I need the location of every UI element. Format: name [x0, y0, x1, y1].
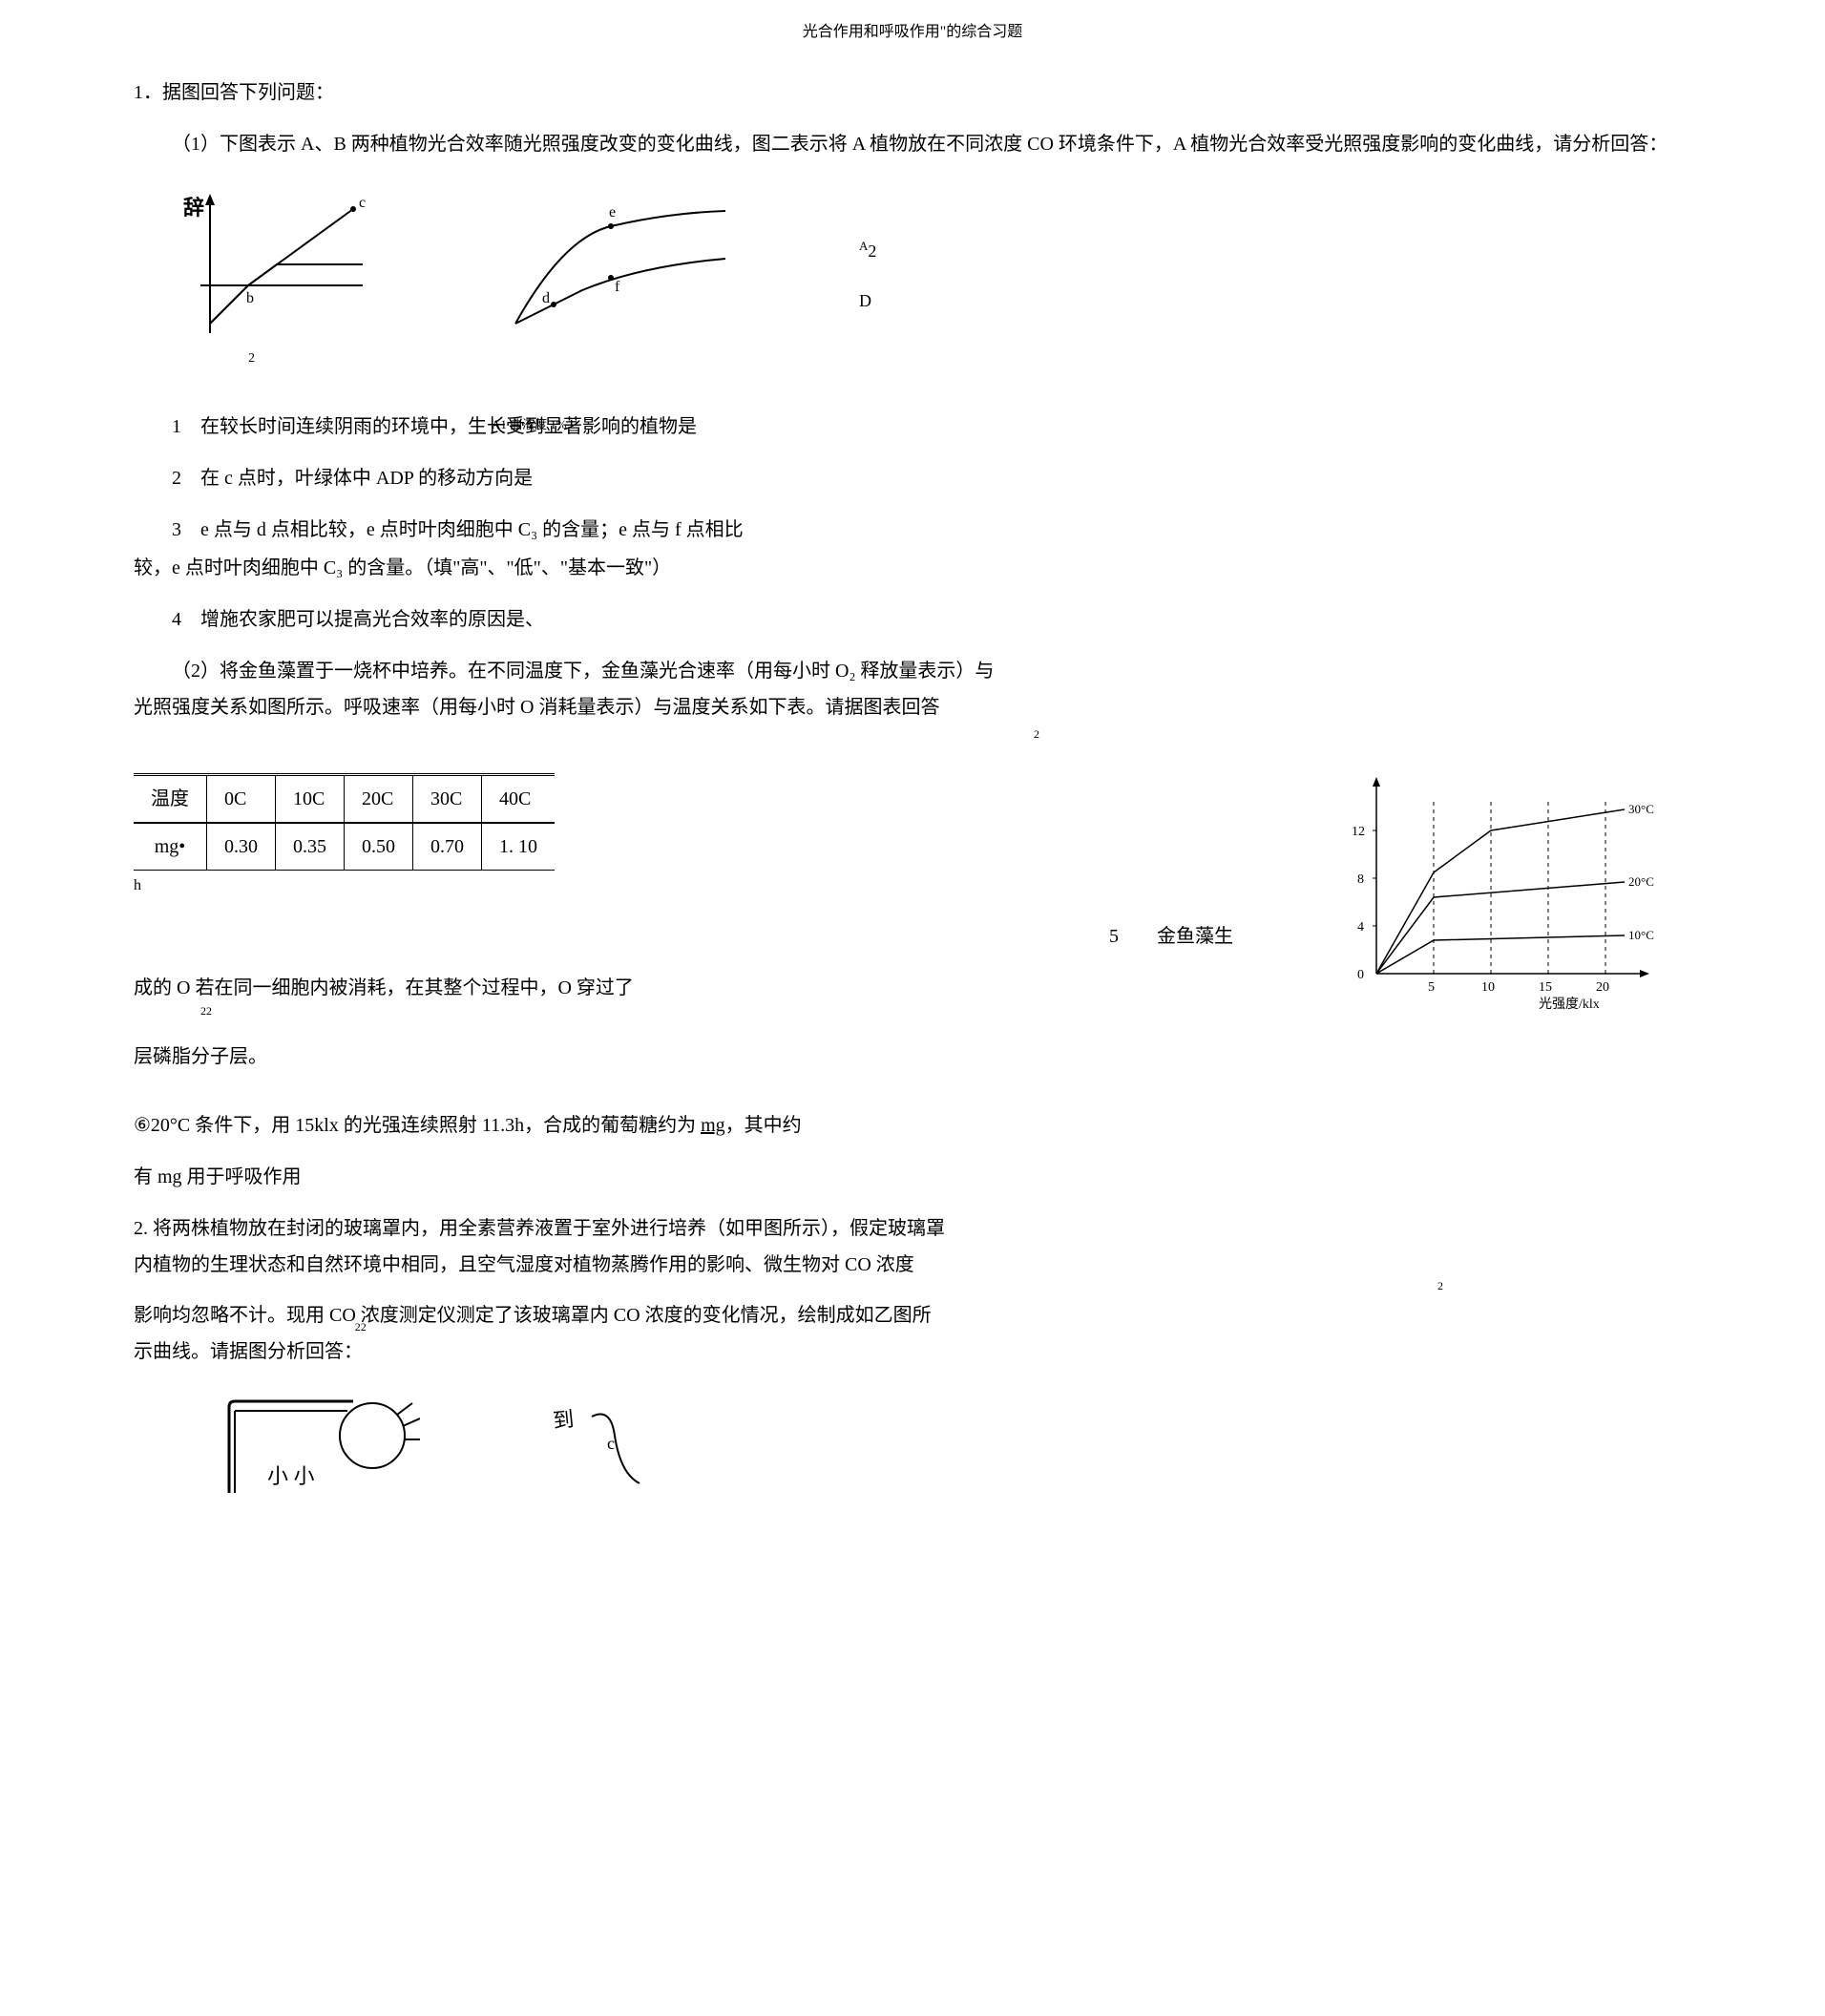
- q1-part2-sub: 2: [382, 724, 1691, 746]
- fig1-xnote: 2: [248, 351, 255, 366]
- figure-1: 辞 c b 2: [172, 180, 382, 371]
- svg-text:小 小: 小 小: [267, 1464, 315, 1488]
- q1-sub3a: 3 e 点与 d 点相比较，e 点时叶肉细胞中 C₃ 的含量；e 点与 f 点相…: [172, 513, 1691, 547]
- svg-text:8: 8: [1357, 872, 1364, 887]
- page-header: 光合作用和呼吸作用"的综合习题: [134, 19, 1691, 47]
- svg-text:12: 12: [1352, 825, 1365, 839]
- q1-sub3b: 较，e 点时叶肉细胞中 C₃ 的含量。（填"高"、"低"、"基本一致"）: [134, 551, 1691, 585]
- fig1-pt-c: c: [359, 195, 366, 211]
- svg-text:5: 5: [1428, 980, 1435, 995]
- bottom-figures: 小 小 到 c: [210, 1397, 1691, 1502]
- figure-row: 辞 c b 2 e d f AA22 D: [172, 180, 1691, 371]
- svg-text:0: 0: [1357, 968, 1364, 982]
- figure-2-side-labels: AA22 D: [859, 235, 876, 317]
- svg-text:20: 20: [1596, 980, 1609, 995]
- q1-sub5-lead: 5 金鱼藻生: [134, 919, 1233, 954]
- svg-text:4: 4: [1357, 920, 1364, 934]
- svg-text:30°C: 30°C: [1628, 802, 1654, 816]
- table-row: 温度 0C 10C 20C 30C 40C: [134, 775, 555, 824]
- q2-line1: 2. 将两株植物放在封闭的玻璃罩内，用全素营养液置于室外进行培养（如甲图所示），…: [134, 1211, 1691, 1246]
- figure-2: e d f: [496, 190, 745, 362]
- q1-part2a: （2）将金鱼藻置于一烧杯中培养。在不同温度下，金鱼藻光合速率（用每小时 O₂ 释…: [134, 654, 1691, 688]
- th-temp: 温度: [134, 775, 207, 824]
- q1-sub1: 1 在较长时间连续阴雨的环境中，生长受到显著影响的植物是 A1 曲液度 1%: [172, 410, 1691, 444]
- svg-text:c: c: [607, 1434, 615, 1453]
- q2-line3: 影响均忽略不计。现用 CO 22浓度测定仪测定了该玻璃罩内 CO 浓度的变化情况…: [134, 1298, 1691, 1333]
- table-unit: h: [134, 872, 1271, 900]
- fig2-pt-e: e: [609, 204, 616, 220]
- table-chart-row: 温度 0C 10C 20C 30C 40C mg• 0.30 0.35 0.50…: [134, 764, 1691, 1090]
- graph-y-figure: 到 c: [554, 1397, 668, 1502]
- table-row: mg• 0.30 0.35 0.50 0.70 1. 10: [134, 823, 555, 871]
- q1-sub6: ⑥20°C 条件下，用 15klx 的光强连续照射 11.3h，合成的葡萄糖约为…: [134, 1108, 1691, 1143]
- svg-text:20°C: 20°C: [1628, 874, 1654, 889]
- svg-text:10°C: 10°C: [1628, 928, 1654, 942]
- line-chart: 0 4 8 12 5 10 15 20 光强度/klx 10°C 20°C: [1329, 764, 1691, 1012]
- q2-line2: 内植物的生理状态和自然环境中相同，且空气湿度对植物蒸腾作用的影响、微生物对 CO…: [134, 1248, 1691, 1282]
- q1-part2b: 光照强度关系如图所示。呼吸速率（用每小时 O 消耗量表示）与温度关系如下表。请据…: [134, 690, 1691, 724]
- fig2-d: D: [859, 285, 876, 316]
- q1-sub2: 2 在 c 点时，叶绿体中 ADP 的移动方向是: [172, 461, 1691, 495]
- chart-xlabel: 光强度/klx: [1539, 997, 1600, 1012]
- svg-text:15: 15: [1539, 980, 1552, 995]
- q1-sub5a: 成的 O 若在同一细胞内被消耗，在其整个过程中，O 穿过了: [134, 971, 1271, 1005]
- q1-sub4: 4 增施农家肥可以提高光合效率的原因是、: [172, 602, 1691, 637]
- q1-sub5b: 层磷脂分子层。: [134, 1040, 1271, 1074]
- fig2-note: A1 曲液度 1%: [492, 417, 567, 431]
- q1-part1: （1）下图表示 A、B 两种植物光合效率随光照强度改变的变化曲线，图二表示将 A…: [134, 127, 1691, 161]
- q1-stem: 1．据图回答下列问题：: [134, 75, 1691, 110]
- fig1-pt-b: b: [246, 290, 254, 306]
- temperature-table: 温度 0C 10C 20C 30C 40C mg• 0.30 0.35 0.50…: [134, 773, 555, 871]
- fig2-pt-f: f: [615, 279, 620, 295]
- svg-text:到: 到: [554, 1407, 576, 1433]
- fig2-a2: AA22: [859, 235, 876, 266]
- fig2-pt-d: d: [542, 290, 550, 306]
- svg-text:10: 10: [1481, 980, 1495, 995]
- q2-line4: 示曲线。请据图分析回答：: [134, 1334, 1691, 1369]
- q1-sub6c: 有 mg 用于呼吸作用: [134, 1160, 1691, 1194]
- jar-figure: 小 小: [210, 1397, 420, 1502]
- fig1-ylabel: 辞: [183, 196, 204, 220]
